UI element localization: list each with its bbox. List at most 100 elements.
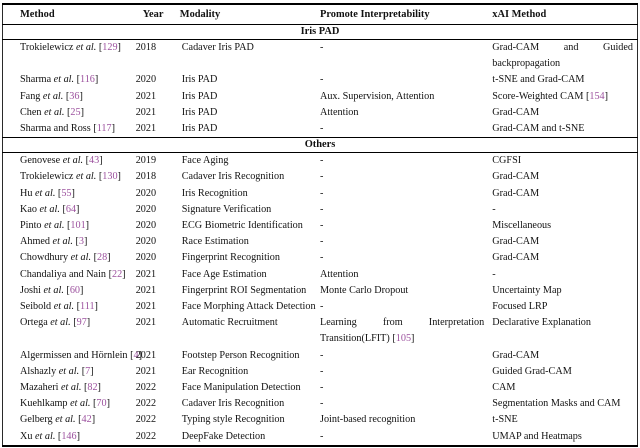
etal-label: et al. [73, 171, 97, 183]
author-name: Genovese [20, 155, 61, 167]
citation-link[interactable]: 36 [69, 90, 80, 102]
promote-interpretability-cell: - [319, 220, 324, 232]
modality-cell: Iris PAD [181, 90, 218, 102]
citation-link[interactable]: 25 [70, 106, 81, 118]
table-row: Alshazly et al. [7] 2021 Ear Recognition - G… [3, 364, 638, 380]
citation-link[interactable]: 60 [69, 284, 81, 296]
table-body: Iris PAD Trokielewicz et al. [129] 2018 Cad… [2, 24, 638, 446]
table-row: Chowdhury et al. [28] 2020 Fingerprint Rec… [3, 250, 638, 266]
method-cell: Joshi et al. [60] [20, 284, 84, 296]
year-cell: 2021 [135, 268, 157, 280]
modality-cell: Signature Verification [181, 203, 272, 215]
xai-method-cell: CGFSI [492, 155, 522, 167]
citation-link[interactable]: 146 [61, 430, 77, 442]
modality-cell: Face Manipulation Detection [181, 382, 301, 394]
promote-interpretability-cell: Joint-based recognition [319, 414, 416, 426]
promote-interpretability-cell: - [319, 301, 324, 313]
citation-link[interactable]: 7 [85, 365, 91, 377]
promote-interpretability-cell: - [319, 252, 324, 264]
author-name: Mazaheri [20, 382, 59, 394]
citation-link[interactable]: 117 [96, 123, 112, 135]
etal-label: et al. [36, 203, 60, 215]
citation-link[interactable]: 111 [80, 301, 95, 313]
citation-link[interactable]: 4 [133, 349, 139, 361]
citation-link[interactable]: 97 [76, 317, 87, 329]
promote-interpretability-cell: Aux. Supervision, Attention [319, 90, 435, 102]
citation-link[interactable]: 70 [96, 398, 107, 410]
citation-link[interactable]: 22 [111, 268, 123, 280]
year-cell: 2019 [135, 155, 157, 167]
author-name: Ortega [20, 317, 48, 329]
xai-method-cell: Grad-CAM [492, 171, 540, 183]
citation-link[interactable]: 129 [102, 42, 118, 53]
method-cell: Sharma et al. [116] [20, 74, 99, 86]
year-cell: 2022 [135, 398, 157, 410]
author-name: Kao [20, 203, 37, 215]
modality-cell: Cadaver Iris Recognition [181, 398, 285, 410]
author-name: Ahmed [20, 236, 50, 248]
table-row: Gelberg et al. [42] 2022 Typing style Reco… [3, 412, 638, 428]
table-row: Sharma et al. [116] 2020 Iris PAD - t-SNE an… [3, 72, 638, 88]
method-cell: Gelberg et al. [42] [20, 414, 96, 426]
xai-method-cell: Segmentation Masks and CAM [492, 398, 621, 410]
modality-cell: ECG Biometric Identification [181, 220, 303, 232]
modality-cell: Ear Recognition [181, 365, 249, 377]
year-cell: 2021 [135, 317, 157, 329]
author-name: Chen [20, 106, 42, 118]
method-cell: Chandaliya and Nain [22] [20, 268, 126, 280]
citation-link[interactable]: 42 [81, 414, 92, 426]
year-cell: 2022 [135, 382, 157, 394]
year-cell: 2021 [135, 284, 157, 296]
year-cell: 2020 [135, 203, 157, 215]
citation-link[interactable]: 43 [89, 155, 100, 167]
citation-link[interactable]: 82 [87, 382, 98, 394]
citation-link[interactable]: 28 [96, 252, 108, 264]
promote-interpretability-cell: Attention [319, 268, 359, 280]
xai-method-cell: Grad-CAM [492, 106, 540, 118]
etal-label: et al. [40, 90, 64, 102]
author-name: Trokielewicz [20, 171, 74, 183]
xai-method-cell: Grad-CAM and Guided backpropagation [492, 42, 633, 70]
citation-link[interactable]: 55 [61, 187, 72, 199]
table-row: Kuehlkamp et al. [70] 2022 Cadaver Iris Re… [3, 396, 638, 412]
modality-cell: Race Estimation [181, 236, 249, 248]
xai-method-cell: Guided Grad-CAM [492, 365, 572, 377]
year-cell: 2020 [135, 74, 157, 86]
etal-label: et al. [73, 42, 97, 53]
table-row: Trokielewicz et al. [130] 2018 Cadaver Iri… [3, 169, 638, 185]
modality-cell: Face Morphing Attack Detection [181, 301, 316, 313]
xai-method-cell: - [492, 268, 496, 280]
year-cell: 2020 [135, 187, 157, 199]
etal-label: et al. [51, 301, 75, 313]
citation-link[interactable]: 116 [80, 74, 95, 86]
year-cell: 2022 [135, 430, 157, 442]
method-cell: Trokielewicz et al. [129] [20, 42, 121, 53]
xai-method-cell: - [492, 203, 496, 215]
author-name: Hu [20, 187, 33, 199]
method-cell: Kuehlkamp et al. [70] [20, 398, 110, 410]
table-row: Mazaheri et al. [82] 2022 Face Manipulatio… [3, 380, 638, 396]
citation-link[interactable]: 3 [78, 236, 84, 248]
promote-interpretability-cell: - [319, 382, 324, 394]
promote-interpretability-cell: - [319, 155, 324, 167]
year-cell: 2018 [135, 42, 157, 53]
author-name: Trokielewicz [20, 42, 74, 53]
author-name: Alshazly [20, 365, 57, 377]
citation-link[interactable]: 101 [70, 220, 86, 232]
citation-link[interactable]: 64 [65, 203, 77, 215]
col-header-modality: Modality [179, 4, 320, 25]
etal-label: et al. [67, 398, 91, 410]
modality-cell: Typing style Recognition [181, 414, 285, 426]
citation-link[interactable]: 130 [102, 171, 118, 183]
citation-link[interactable]: 154 [589, 90, 605, 102]
method-cell: Trokielewicz et al. [130] [20, 171, 121, 183]
citation-link[interactable]: 105 [395, 333, 412, 345]
year-cell: 2021 [135, 90, 157, 102]
table-row: Genovese et al. [43] 2019 Face Aging - CGFSI [3, 153, 638, 170]
table-row: Ortega et al. [97] 2021 Automatic Recruitm… [3, 315, 638, 347]
etal-label: et al. [32, 430, 56, 442]
author-name: Seibold [20, 301, 52, 313]
promote-interpretability-cell: - [319, 123, 324, 135]
xai-method-cell: Score-Weighted CAM [154] [492, 90, 609, 102]
xai-methods-table: Method Year Modality Promote Interpretab… [2, 3, 638, 447]
